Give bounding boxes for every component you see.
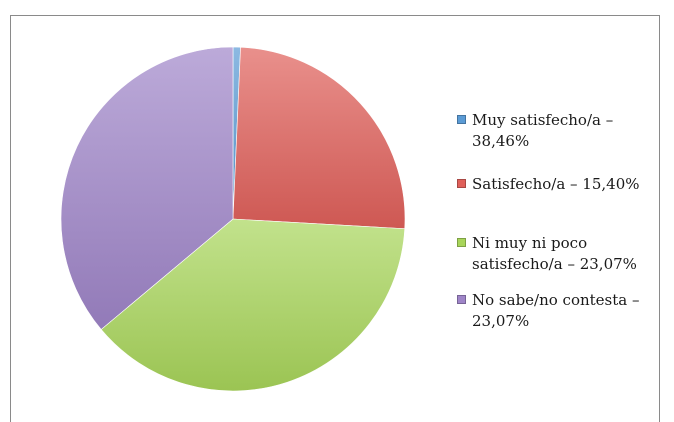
legend-label-satisfecho: Satisfecho/a – 15,40% xyxy=(472,175,640,193)
legend-swatch-ni-muy-ni-poco xyxy=(457,238,466,247)
legend-swatch-no-sabe xyxy=(457,295,466,304)
chart-frame xyxy=(10,15,660,422)
legend-swatch-satisfecho xyxy=(457,179,466,188)
slice-ni-muy-ni-poco xyxy=(100,218,406,392)
pie-slices xyxy=(60,46,406,392)
slice-no-sabe xyxy=(60,46,234,330)
legend-label-ni-muy-ni-poco: Ni muy ni poco satisfecho/a – 23,07% xyxy=(472,234,637,273)
legend-label-no-sabe: No sabe/no contesta – 23,07% xyxy=(472,291,640,330)
slice-satisfecho xyxy=(232,46,406,230)
legend: Muy satisfecho/a – 38,46% Satisfecho/a –… xyxy=(457,0,662,422)
legend-label-muy-satisfecho: Muy satisfecho/a – 38,46% xyxy=(472,111,614,150)
legend-swatch-muy-satisfecho xyxy=(457,115,466,124)
